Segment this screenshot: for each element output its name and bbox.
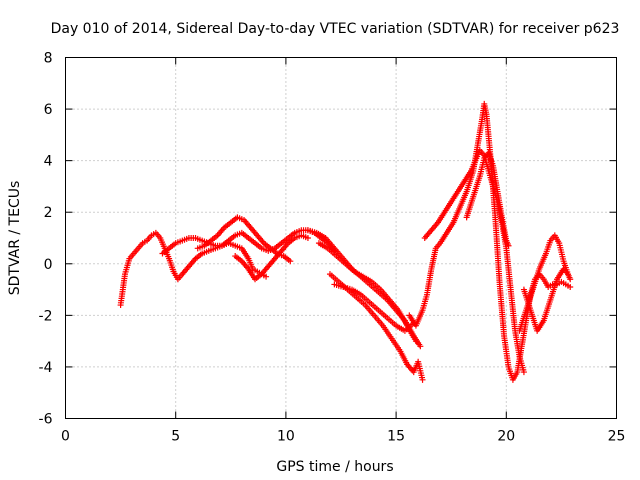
x-tick-label: 5 (171, 429, 180, 445)
series-track-f (315, 240, 419, 345)
x-tick-label: 15 (387, 429, 405, 445)
series-track-d (232, 232, 311, 283)
data-point (417, 343, 424, 350)
x-tick-label: 10 (277, 429, 295, 445)
plot-frame (65, 57, 617, 419)
data-point (304, 235, 311, 241)
series-track-l (516, 232, 574, 334)
y-tick-label: 2 (44, 205, 53, 221)
series-track-k (463, 149, 512, 249)
data-point (412, 338, 419, 345)
x-axis-label: GPS time / hours (276, 459, 393, 475)
y-tick-label: 8 (44, 51, 53, 67)
series-track-j (421, 147, 527, 376)
y-tick-label: 6 (44, 102, 53, 118)
y-tick-label: -2 (39, 308, 53, 324)
y-tick-label: 4 (44, 154, 53, 170)
data-point (520, 369, 527, 376)
x-tick-label: 20 (497, 429, 515, 445)
y-tick-label: 0 (44, 257, 53, 273)
y-tick-label: -6 (39, 412, 53, 428)
data-point (567, 283, 574, 290)
y-tick-label: -4 (39, 360, 53, 376)
data-points (117, 100, 574, 383)
data-point (263, 273, 270, 280)
data-point (287, 258, 294, 265)
tick-labels: 0 5 10 15 20 25 -6 -4 -2 0 2 4 6 8 (39, 51, 626, 445)
series-track-h (331, 281, 417, 334)
series-track-c (194, 214, 294, 265)
y-axis-label: SDTVAR / TECUs (7, 181, 23, 296)
series-track-m (520, 265, 572, 334)
data-point (565, 271, 572, 278)
data-point (567, 276, 574, 283)
chart-title: Day 010 of 2014, Sidereal Day-to-day VTE… (51, 21, 620, 37)
x-tick-label: 0 (61, 429, 70, 445)
data-point (419, 376, 426, 383)
series-track-i (406, 100, 574, 383)
x-tick-label: 25 (608, 429, 626, 445)
data-point (505, 242, 512, 249)
